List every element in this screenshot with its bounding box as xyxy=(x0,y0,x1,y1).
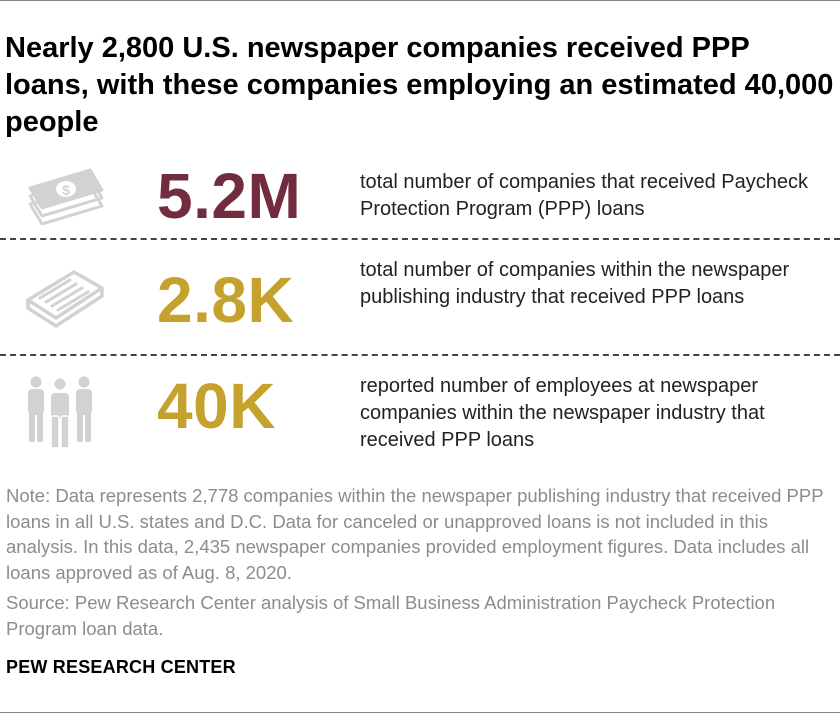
note-text: Note: Data represents 2,778 companies wi… xyxy=(6,485,824,583)
divider xyxy=(0,238,840,240)
chart-title: Nearly 2,800 U.S. newspaper companies re… xyxy=(5,32,834,138)
newspaper-icon xyxy=(24,266,106,333)
stat-value-newspapers: 2.8K xyxy=(157,264,295,336)
people-icon xyxy=(24,374,96,455)
divider xyxy=(0,354,840,356)
stat-description-companies: total number of companies that received … xyxy=(360,171,809,220)
stat-description-employees: reported number of employees at newspape… xyxy=(360,375,765,451)
brand-logo-text: PEW RESEARCH CENTER xyxy=(6,657,236,677)
stat-value-companies: 5.2M xyxy=(157,160,302,232)
money-icon: $ xyxy=(24,164,112,231)
bottom-rule xyxy=(0,712,840,713)
source-text: Source: Pew Research Center analysis of … xyxy=(6,592,776,639)
svg-text:$: $ xyxy=(62,182,70,198)
stat-value-employees: 40K xyxy=(157,370,276,442)
stat-description-newspapers: total number of companies within the new… xyxy=(360,259,790,308)
top-rule xyxy=(0,0,840,1)
